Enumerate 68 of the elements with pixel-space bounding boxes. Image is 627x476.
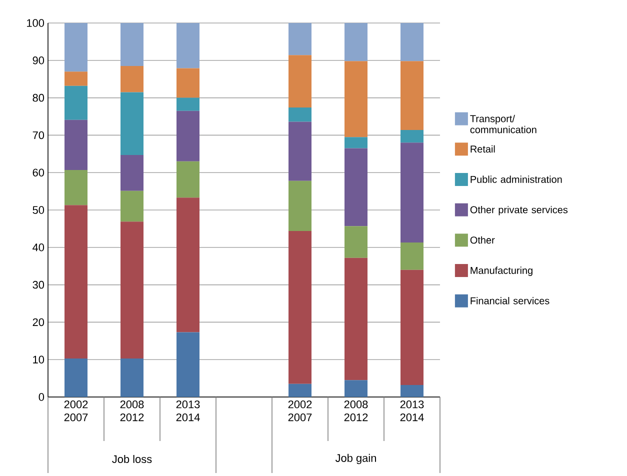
- legend-label: Other private services: [470, 206, 568, 216]
- legend-label: Other: [470, 236, 495, 244]
- bar: [176, 332, 200, 397]
- bar: [176, 98, 200, 111]
- bar: [120, 92, 144, 156]
- legend-label: Manufacturing: [470, 266, 532, 276]
- bar: [64, 120, 88, 170]
- bar: [288, 55, 312, 108]
- legend-label: Public administration: [470, 176, 562, 183]
- bar: [344, 137, 368, 148]
- bar: [176, 161, 200, 198]
- x-tick-label: 2008 2012: [120, 400, 144, 422]
- y-tick-label: 70: [32, 131, 44, 140]
- x-tick-label: 2002 2007: [64, 400, 88, 422]
- y-tick-label: 20: [32, 318, 44, 326]
- legend-label: Financial services: [470, 297, 550, 304]
- bar: [64, 358, 88, 397]
- bar: [176, 110, 200, 162]
- y-tick-label: 40: [32, 244, 44, 252]
- legend-label: Transport/ communication: [470, 114, 536, 134]
- bar: [344, 380, 368, 397]
- bar: [288, 384, 312, 397]
- x-tick-label: 2002 2007: [288, 400, 312, 422]
- text: Job gain: [335, 454, 376, 464]
- y-tick-label: 0: [38, 393, 44, 401]
- bar: [344, 226, 368, 258]
- bar: [120, 190, 144, 222]
- bar: [288, 22, 312, 56]
- bar: [344, 148, 368, 226]
- bar: [120, 358, 144, 397]
- bar: [344, 22, 368, 62]
- bar: [120, 22, 144, 66]
- text: Job loss: [112, 454, 152, 464]
- bar: [64, 205, 88, 358]
- bar: [120, 155, 144, 191]
- bar: [176, 68, 200, 98]
- x-tick-label: 2013 2014: [400, 400, 424, 422]
- bar: [400, 385, 424, 397]
- y-tick-label: 80: [32, 94, 44, 102]
- y-tick-label: 10: [33, 356, 44, 364]
- bar: [400, 142, 424, 243]
- bar: [400, 130, 424, 143]
- x-tick-label: 2013 2014: [176, 400, 200, 422]
- bar: [64, 86, 88, 120]
- bar: [288, 108, 312, 122]
- bar: [288, 180, 312, 231]
- bar: [64, 22, 88, 72]
- bar: [344, 258, 368, 380]
- bar: [400, 61, 424, 130]
- bar: [176, 22, 200, 68]
- bar: [120, 222, 144, 358]
- bar: [400, 270, 424, 386]
- bar: [344, 61, 368, 138]
- bar: [400, 22, 424, 62]
- x-tick-label: 2008 2012: [344, 400, 368, 422]
- y-tick-label: 30: [32, 280, 44, 289]
- y-tick-label: 50: [32, 206, 44, 214]
- legend-label: Retail: [470, 145, 495, 153]
- bar: [120, 66, 144, 92]
- y-tick-label: 90: [32, 56, 44, 64]
- bar: [64, 170, 88, 206]
- y-tick-label: 60: [32, 168, 44, 176]
- bar: [400, 242, 424, 270]
- y-tick-label: 100: [27, 19, 44, 27]
- bar: [176, 198, 200, 332]
- bar: [64, 72, 88, 86]
- bar: [288, 230, 312, 384]
- bar: [288, 122, 312, 181]
